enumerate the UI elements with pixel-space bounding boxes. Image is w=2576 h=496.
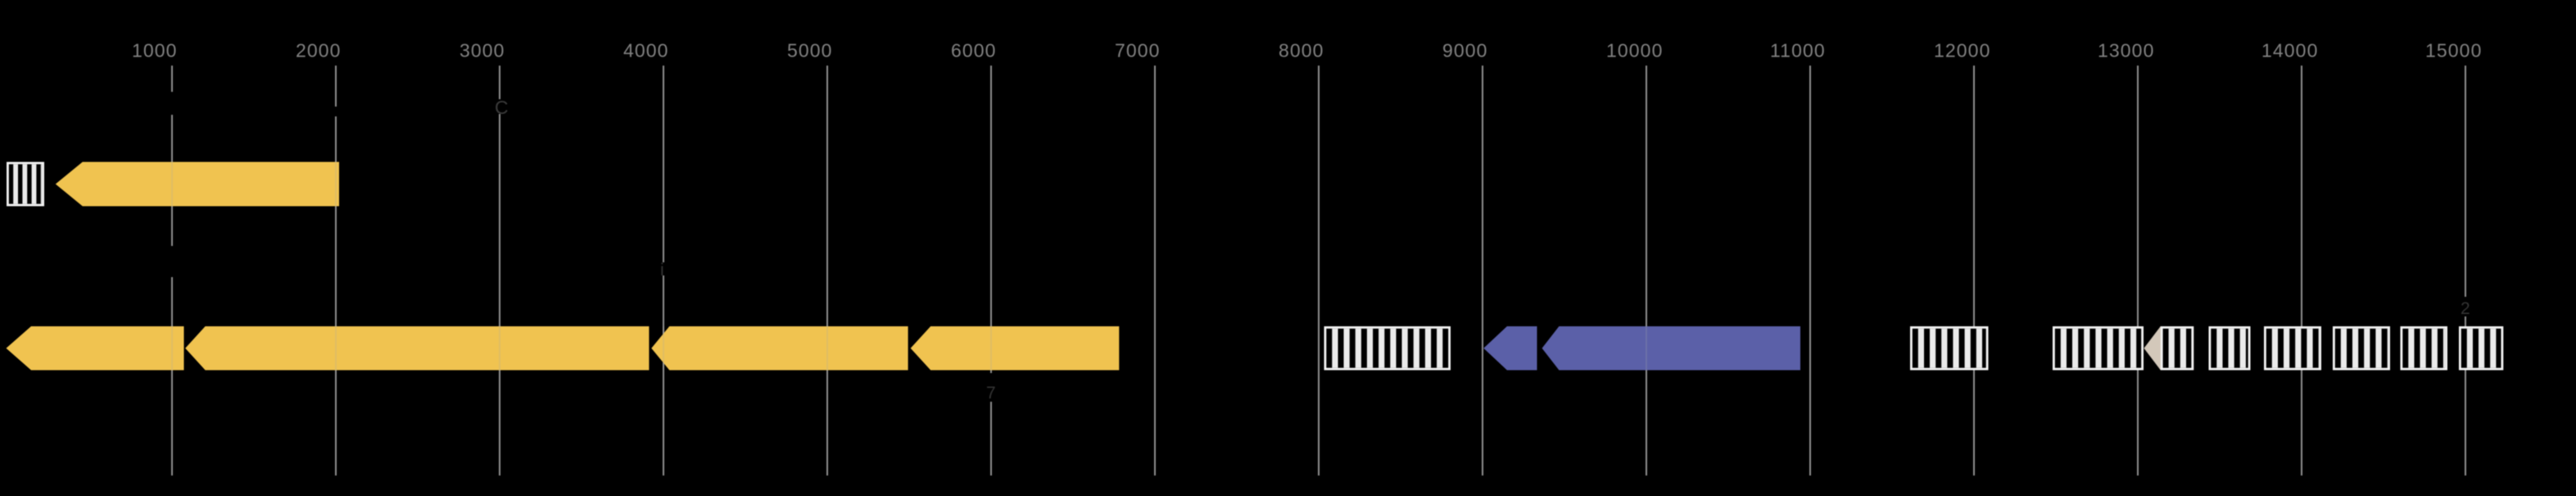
svg-text:15000: 15000 xyxy=(2425,40,2482,61)
svg-text:5000: 5000 xyxy=(787,40,833,61)
svg-text:8000: 8000 xyxy=(1279,40,1324,61)
svg-text:7: 7 xyxy=(986,384,996,403)
svg-text:12000: 12000 xyxy=(1934,40,1990,61)
svg-text:10000: 10000 xyxy=(1606,40,1663,61)
svg-text:1000: 1000 xyxy=(132,40,178,61)
svg-text:7000: 7000 xyxy=(1115,40,1161,61)
svg-text:6000: 6000 xyxy=(951,40,997,61)
svg-text:3000: 3000 xyxy=(460,40,505,61)
svg-text:i: i xyxy=(660,261,664,280)
svg-text:14000: 14000 xyxy=(2261,40,2318,61)
svg-text:4000: 4000 xyxy=(623,40,669,61)
svg-text:11000: 11000 xyxy=(1770,40,1826,61)
svg-text:13000: 13000 xyxy=(2098,40,2154,61)
svg-text:C: C xyxy=(495,97,509,118)
svg-text:2000: 2000 xyxy=(296,40,342,61)
svg-text:2: 2 xyxy=(2461,299,2470,318)
svg-text:9000: 9000 xyxy=(1442,40,1488,61)
